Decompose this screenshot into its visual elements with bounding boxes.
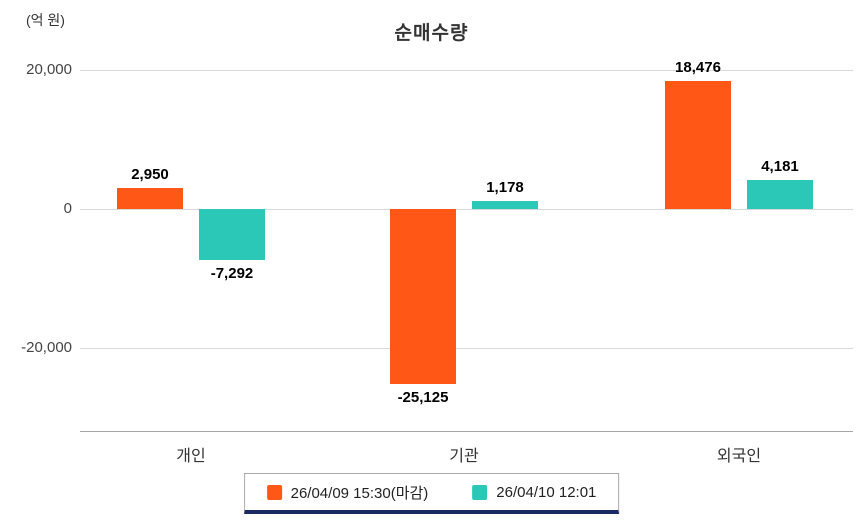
bar-value-label: -25,125 xyxy=(397,388,449,406)
gridline-20000 xyxy=(80,70,853,71)
series2-color-swatch-icon xyxy=(472,485,488,500)
legend-label-series1: 26/04/09 15:30(마감) xyxy=(290,485,429,502)
y-tick-label: -20,000 xyxy=(21,339,72,356)
chart-title: 순매수량 xyxy=(394,23,469,44)
legend-label-series2: 26/04/10 12:01 xyxy=(496,484,597,501)
y-tick-label: 20,000 xyxy=(26,61,72,78)
chart-legend: 26/04/09 15:30(마감) 26/04/10 12:01 xyxy=(243,473,620,514)
bar-value-label: 1,178 xyxy=(486,178,524,196)
gridline--20000 xyxy=(80,348,853,349)
bar-외국인-series2 xyxy=(747,179,813,209)
bar-value-label: 4,181 xyxy=(761,157,799,175)
bar-value-label: 18,476 xyxy=(675,58,721,76)
gridline-0 xyxy=(80,209,853,210)
y-axis-unit-label: (억 원) xyxy=(26,12,65,28)
series1-color-swatch-icon xyxy=(266,485,282,500)
category-label-2: 기관 xyxy=(449,448,479,465)
legend-item-series1: 26/04/09 15:30(마감) xyxy=(266,482,429,503)
bar-기관-series1 xyxy=(390,209,456,384)
category-label-1: 개인 xyxy=(176,448,206,465)
legend-item-series2: 26/04/10 12:01 xyxy=(472,484,596,501)
bar-value-label: -7,292 xyxy=(210,264,254,282)
bar-개인-series1 xyxy=(117,188,183,209)
bar-외국인-series1 xyxy=(665,80,731,209)
category-label-3: 외국인 xyxy=(716,448,762,465)
x-axis-line xyxy=(80,431,853,432)
bar-개인-series2 xyxy=(199,209,265,260)
y-tick-label: 0 xyxy=(63,200,72,217)
bar-기관-series2 xyxy=(472,200,538,209)
bar-value-label: 2,950 xyxy=(131,166,169,184)
